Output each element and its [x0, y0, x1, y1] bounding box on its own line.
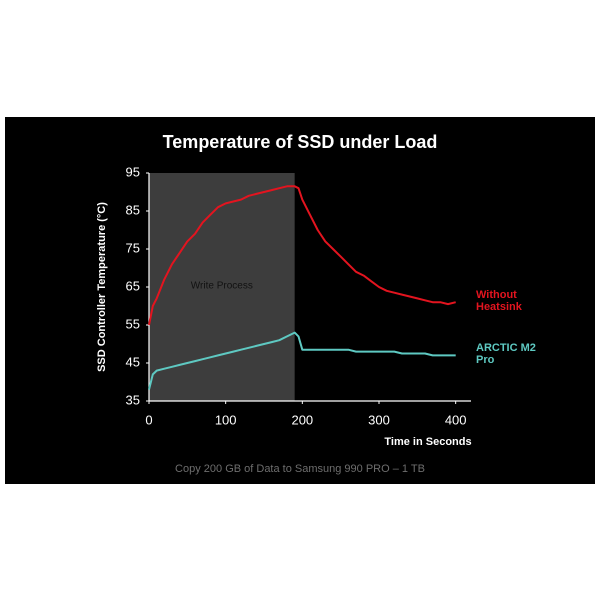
y-tick-label: 55	[126, 316, 140, 331]
background	[5, 117, 595, 484]
x-tick-label: 0	[145, 412, 152, 427]
x-axis-label: Time in Seconds	[384, 436, 471, 448]
x-tick-label: 300	[368, 412, 390, 427]
series-line	[148, 331, 456, 390]
y-tick-label: 35	[126, 392, 140, 407]
y-tick-label: 75	[126, 240, 140, 255]
y-tick-label: 85	[126, 202, 140, 217]
series-line	[148, 185, 456, 326]
y-tick-label: 95	[126, 164, 140, 179]
y-axis-label: SSD Controller Temperature (°C)	[96, 202, 108, 372]
y-tick-label: 65	[126, 278, 140, 293]
highlight-label: Write Process	[191, 281, 253, 292]
chart-title: Temperature of SSD under Load	[163, 132, 438, 152]
x-tick-label: 400	[445, 412, 467, 427]
legend-entry: ARCTIC M2 Pro	[476, 342, 536, 367]
caption: Copy 200 GB of Data to Samsung 990 PRO –…	[175, 463, 425, 475]
legend-entry: Without Heatsink	[476, 289, 522, 314]
highlight-region	[149, 173, 295, 401]
x-tick-label: 100	[215, 412, 237, 427]
y-tick-label: 45	[126, 354, 140, 369]
x-tick-label: 200	[291, 412, 313, 427]
